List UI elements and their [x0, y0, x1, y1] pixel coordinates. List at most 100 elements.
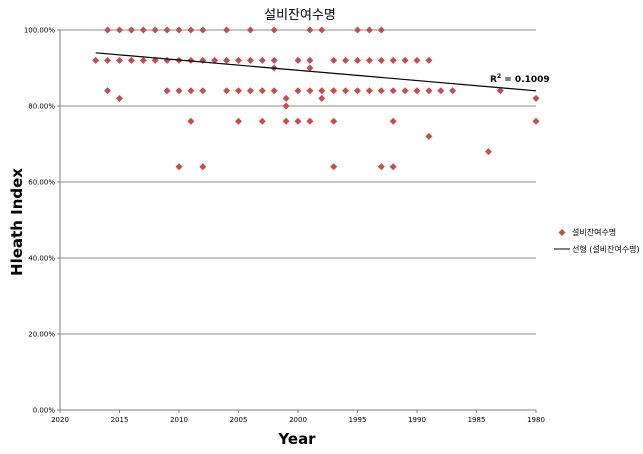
data-point	[294, 56, 302, 64]
data-point	[330, 56, 338, 64]
data-point	[258, 117, 266, 125]
data-point	[532, 94, 540, 102]
data-point	[365, 87, 373, 95]
data-point	[306, 56, 314, 64]
x-tick-label: 1995	[349, 416, 367, 424]
data-point	[354, 26, 361, 34]
r-squared-annotation: R2 = 0.1009	[490, 73, 550, 85]
data-point	[330, 163, 338, 171]
data-point	[425, 87, 433, 95]
data-point	[258, 87, 266, 95]
data-point	[116, 94, 123, 102]
data-point	[377, 163, 385, 171]
data-point	[377, 26, 385, 34]
data-point	[187, 87, 195, 95]
data-point	[270, 26, 278, 34]
x-tick-label: 2020	[51, 416, 69, 424]
data-point	[306, 26, 314, 34]
data-point	[127, 26, 135, 34]
y-tick-label: 20.00%	[28, 331, 55, 339]
y-tick-label: 0.00%	[33, 407, 56, 415]
data-point	[163, 26, 171, 34]
chart-title: 설비잔여수명	[264, 8, 336, 23]
data-point	[425, 56, 433, 64]
data-point	[413, 87, 421, 95]
data-point	[116, 26, 123, 34]
legend-marker-diamond	[558, 229, 566, 236]
data-point	[258, 56, 266, 64]
data-point	[377, 56, 385, 64]
data-point	[104, 26, 112, 34]
y-axis-label: Hleath Index	[8, 168, 26, 276]
trendline	[95, 52, 537, 92]
data-point	[235, 117, 242, 125]
x-tick-label: 1985	[468, 416, 486, 424]
data-point	[342, 87, 350, 95]
x-tick-label: 2005	[230, 416, 248, 424]
data-point	[282, 94, 290, 102]
data-point	[330, 87, 338, 95]
data-point	[187, 56, 195, 64]
data-point	[92, 56, 100, 64]
data-point	[318, 94, 326, 102]
data-point	[246, 56, 254, 64]
data-point	[354, 56, 361, 64]
x-tick-label: 1990	[408, 416, 426, 424]
data-point	[318, 26, 326, 34]
legend: 설비잔여수명 선형 (설비잔여수명)	[554, 227, 640, 254]
data-point	[532, 117, 540, 125]
r-squared-value: = 0.1009	[501, 75, 550, 85]
data-point	[306, 64, 314, 72]
data-point	[151, 26, 159, 34]
data-point	[270, 56, 278, 64]
data-point	[223, 26, 231, 34]
data-point	[199, 26, 207, 34]
data-point	[187, 26, 195, 34]
r-squared-symbol: R	[490, 75, 497, 85]
data-point	[449, 87, 457, 95]
legend-label-series: 설비잔여수명	[572, 227, 616, 237]
gridlines	[60, 29, 536, 335]
x-tick-label: 2010	[170, 416, 188, 424]
legend-label-trendline: 선형 (설비잔여수명)	[572, 244, 640, 254]
data-point	[246, 26, 254, 34]
data-point	[413, 56, 421, 64]
data-point	[127, 56, 135, 64]
data-point	[365, 26, 373, 34]
data-point	[246, 87, 254, 95]
data-point	[365, 56, 373, 64]
x-tick-label: 1980	[527, 416, 545, 424]
data-point	[294, 117, 302, 125]
data-point	[270, 87, 278, 95]
data-point	[116, 56, 123, 64]
data-point	[175, 26, 183, 34]
data-point	[306, 87, 314, 95]
data-point	[175, 163, 183, 171]
data-point	[342, 56, 350, 64]
data-point	[223, 56, 231, 64]
x-tick-label: 2000	[289, 416, 307, 424]
data-point	[496, 87, 504, 95]
x-axis-label: Year	[277, 430, 316, 448]
data-point	[199, 163, 207, 171]
data-point	[282, 102, 290, 110]
data-point	[104, 87, 112, 95]
data-point	[318, 87, 326, 95]
data-point	[235, 87, 242, 95]
data-point	[437, 87, 445, 95]
data-point	[211, 56, 219, 64]
data-point	[330, 117, 338, 125]
data-point	[223, 87, 231, 95]
data-point	[389, 163, 397, 171]
y-tick-label: 100.00%	[24, 27, 55, 35]
data-point	[389, 56, 397, 64]
y-tick-label: 40.00%	[28, 255, 55, 263]
r-squared-superscript: 2	[497, 73, 501, 80]
data-point	[235, 56, 242, 64]
data-point	[425, 132, 433, 140]
data-point	[354, 87, 361, 95]
y-tick-label: 80.00%	[28, 103, 55, 111]
data-point	[389, 117, 397, 125]
data-point	[175, 87, 183, 95]
data-point	[282, 117, 290, 125]
